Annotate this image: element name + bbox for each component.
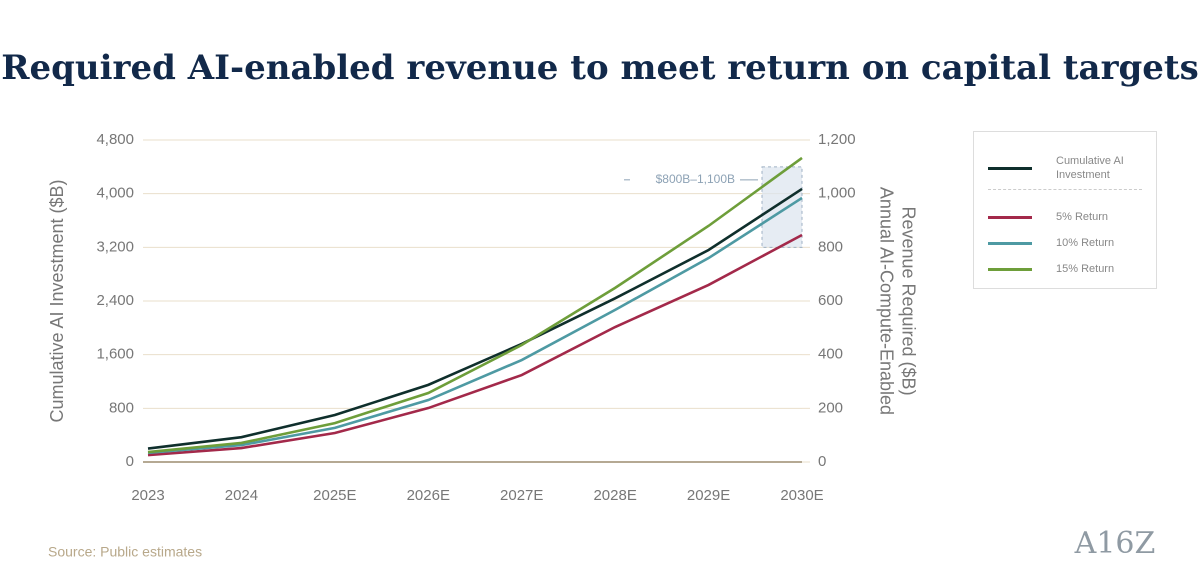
x-tick-label: 2030E xyxy=(780,487,823,504)
series-line xyxy=(147,187,803,450)
logo: A16Z xyxy=(1074,526,1156,561)
series-line xyxy=(147,156,803,454)
grid xyxy=(143,139,802,463)
legend-item: 5% Return xyxy=(988,210,1146,224)
x-tick-label: 2027E xyxy=(500,487,543,504)
legend: Cumulative AI Investment 5% Return 10% Ret… xyxy=(973,131,1157,289)
legend-swatch xyxy=(988,267,1032,271)
chart-title: Required AI-enabled revenue to meet retu… xyxy=(1,48,1199,88)
y2-tick-label: 400 xyxy=(818,346,843,363)
y2-axis-label: Annual AI-Compute-Enabled xyxy=(876,187,896,415)
legend-item: 10% Return xyxy=(988,236,1146,250)
highlight-label: $800B–1,100B xyxy=(656,172,735,186)
y2-tick-label: 800 xyxy=(818,238,843,255)
legend-item: Cumulative AI Investment xyxy=(988,154,1126,182)
y-tick-label: 0 xyxy=(126,453,134,470)
x-tick-label: 2026E xyxy=(407,487,450,504)
legend-label: 15% Return xyxy=(1056,263,1115,275)
y-tick-label: 2,400 xyxy=(96,292,134,309)
y2-tick-label: 1,200 xyxy=(818,131,856,148)
legend-item: 15% Return xyxy=(988,262,1146,276)
series-line xyxy=(147,233,803,457)
legend-swatch xyxy=(988,241,1032,245)
x-tick-label: 2024 xyxy=(225,487,258,504)
x-tick-label: 2023 xyxy=(131,487,164,504)
y-tick-label: 4,000 xyxy=(96,185,134,202)
series-line xyxy=(147,196,803,455)
y2-tick-label: 600 xyxy=(818,292,843,309)
y-tick-label: 4,800 xyxy=(96,131,134,148)
x-tick-label: 2025E xyxy=(313,487,356,504)
highlight-range xyxy=(761,166,803,248)
y2-tick-label: 1,000 xyxy=(818,185,856,202)
legend-swatch xyxy=(988,166,1032,170)
y2-axis-label: Revenue Required ($B) xyxy=(898,206,918,395)
y-tick-label: 800 xyxy=(109,399,134,416)
x-tick-label: 2029E xyxy=(687,487,730,504)
y2-tick-label: 200 xyxy=(818,399,843,416)
y-axis-label: Cumulative AI Investment ($B) xyxy=(47,179,67,422)
y-tick-label: 1,600 xyxy=(96,346,134,363)
legend-swatch xyxy=(988,215,1032,219)
x-tick-label: 2028E xyxy=(593,487,636,504)
legend-label: 5% Return xyxy=(1056,211,1108,223)
legend-separator xyxy=(988,189,1142,190)
y-tick-label: 3,200 xyxy=(96,238,134,255)
legend-label: Cumulative AI Investment xyxy=(1056,155,1124,181)
y2-tick-label: 0 xyxy=(818,453,826,470)
source: Source: Public estimates xyxy=(48,544,202,560)
legend-label: 10% Return xyxy=(1056,237,1115,249)
